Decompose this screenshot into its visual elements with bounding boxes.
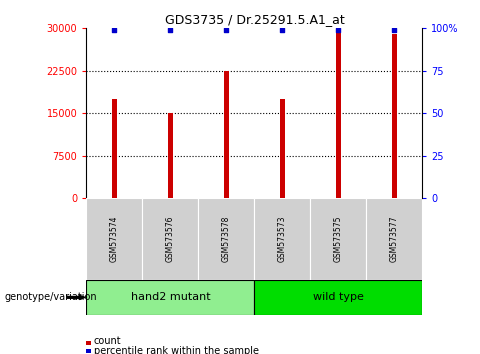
Text: GSM573578: GSM573578 [222,216,231,262]
Bar [336,31,341,198]
Bar [143,198,198,280]
Bar [392,34,396,198]
Bar [224,71,228,198]
Text: count: count [94,336,121,347]
Point [223,27,230,33]
Bar [198,198,254,280]
Bar [254,198,311,280]
Point [391,27,398,33]
Point [110,27,118,33]
Text: GSM573573: GSM573573 [278,216,287,262]
Text: genotype/variation: genotype/variation [5,292,97,302]
Text: percentile rank within the sample: percentile rank within the sample [94,346,259,354]
Bar [168,113,173,198]
Bar [366,198,422,280]
Bar [86,198,143,280]
Point [278,27,286,33]
Text: GSM573576: GSM573576 [166,216,175,262]
Text: GSM573575: GSM573575 [334,216,343,262]
Point [335,27,342,33]
Text: wild type: wild type [313,292,364,302]
Text: GSM573574: GSM573574 [110,216,119,262]
Text: hand2 mutant: hand2 mutant [131,292,210,302]
Bar [254,280,422,315]
Title: GDS3735 / Dr.25291.5.A1_at: GDS3735 / Dr.25291.5.A1_at [165,13,344,26]
Bar [311,198,366,280]
Text: GSM573577: GSM573577 [390,216,399,262]
Bar [86,280,254,315]
Point [167,27,174,33]
Bar [112,99,117,198]
Bar [280,99,285,198]
